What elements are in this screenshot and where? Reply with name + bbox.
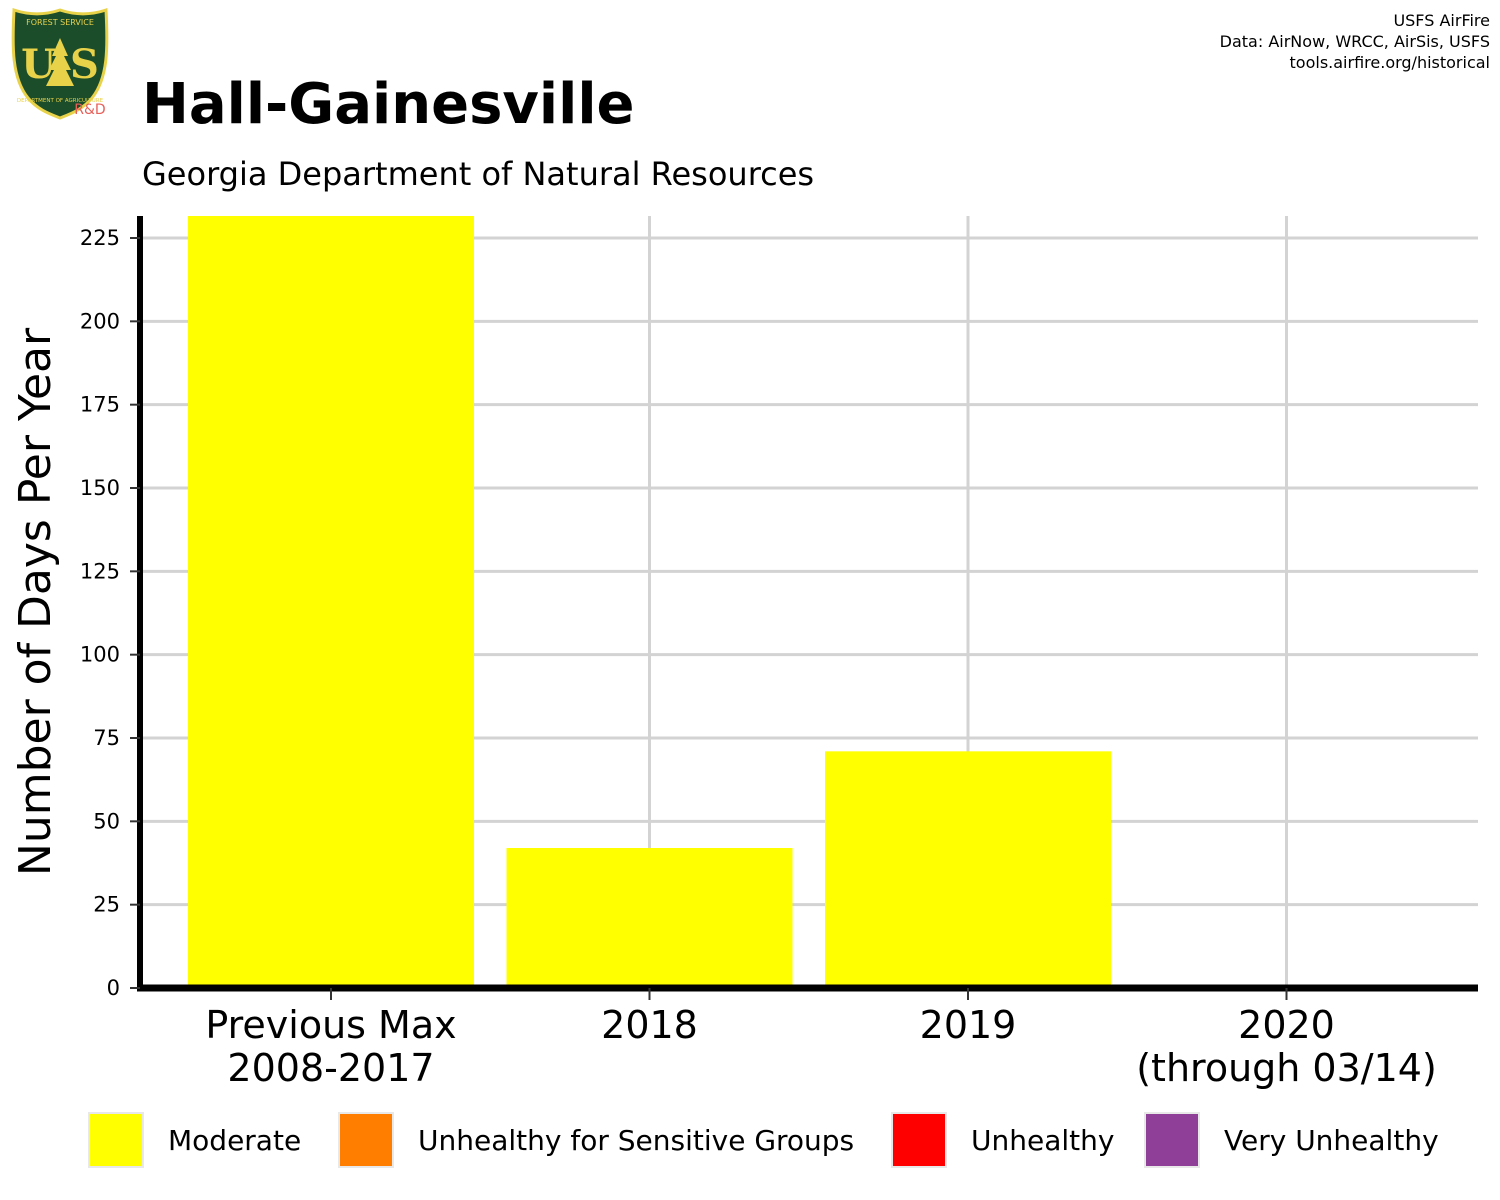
- legend-item-moderate: Moderate: [88, 1110, 301, 1170]
- x-tick-label: 2020: [1238, 1003, 1335, 1047]
- y-tick-label: 125: [80, 559, 120, 583]
- y-tick-label: 175: [80, 393, 120, 417]
- legend-label: Unhealthy for Sensitive Groups: [418, 1123, 855, 1157]
- bar-2: [825, 751, 1111, 988]
- y-tick-label: 150: [80, 476, 120, 500]
- y-tick-label: 100: [80, 643, 120, 667]
- logo-bottom-text: DEPARTMENT OF AGRICULTURE: [17, 98, 104, 104]
- legend-swatch: [338, 1112, 394, 1168]
- tree-icon: [46, 38, 74, 86]
- bar-0: [188, 216, 474, 988]
- legend-item-very-unhealthy: Very Unhealthy: [1144, 1110, 1439, 1170]
- x-tick-label: 2019: [920, 1003, 1017, 1047]
- legend-swatch: [88, 1112, 144, 1168]
- legend-label: Unhealthy: [971, 1123, 1115, 1157]
- y-tick-label: 225: [80, 226, 120, 250]
- logo-top-text: FOREST SERVICE: [26, 18, 94, 27]
- legend-label: Moderate: [168, 1123, 302, 1157]
- legend: Moderate Unhealthy for Sensitive Groups …: [88, 1110, 1488, 1170]
- legend-swatch: [891, 1112, 947, 1168]
- legend-item-unhealthy: Unhealthy: [891, 1110, 1114, 1170]
- legend-label: Very Unhealthy: [1224, 1123, 1439, 1157]
- y-axis-label: Number of Days Per Year: [10, 327, 61, 876]
- usfs-logo: FOREST SERVICE U S DEPARTMENT OF AGRICUL…: [11, 8, 109, 120]
- legend-item-usg: Unhealthy for Sensitive Groups: [338, 1110, 854, 1170]
- x-tick-label: (through 03/14): [1136, 1046, 1437, 1090]
- x-tick-label: 2018: [601, 1003, 698, 1047]
- credit-line-1: USFS AirFire: [1393, 11, 1490, 30]
- y-tick-label: 0: [107, 976, 120, 1000]
- legend-swatch: [1144, 1112, 1200, 1168]
- chart-title: Hall-Gainesville: [142, 72, 635, 137]
- bars: [188, 216, 1430, 988]
- x-tick-label: 2008-2017: [227, 1046, 434, 1090]
- y-tick-label: 200: [80, 309, 120, 333]
- axes: [130, 216, 1478, 1000]
- y-tick-labels: 0 25 50 75 100 125 150 175 200 225: [80, 226, 120, 1000]
- credits: USFS AirFire Data: AirNow, WRCC, AirSis,…: [1220, 10, 1490, 73]
- chart-subtitle: Georgia Department of Natural Resources: [142, 155, 815, 193]
- y-tick-label: 75: [93, 726, 120, 750]
- y-tick-label: 50: [93, 809, 120, 833]
- y-tick-label: 25: [93, 893, 120, 917]
- credit-line-2: Data: AirNow, WRCC, AirSis, USFS: [1219, 32, 1490, 51]
- bar-1: [506, 848, 793, 988]
- credit-line-3: tools.airfire.org/historical: [1289, 53, 1490, 72]
- x-tick-label: Previous Max: [205, 1003, 456, 1047]
- logo-badge: R&D: [74, 102, 105, 118]
